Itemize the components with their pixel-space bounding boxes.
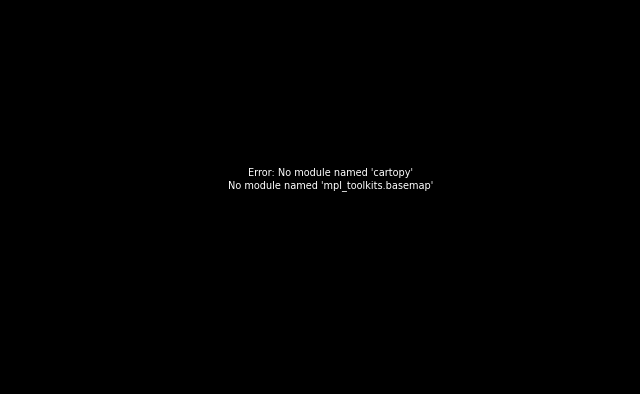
Text: Error: No module named 'cartopy'
No module named 'mpl_toolkits.basemap': Error: No module named 'cartopy' No modu… <box>228 168 433 191</box>
